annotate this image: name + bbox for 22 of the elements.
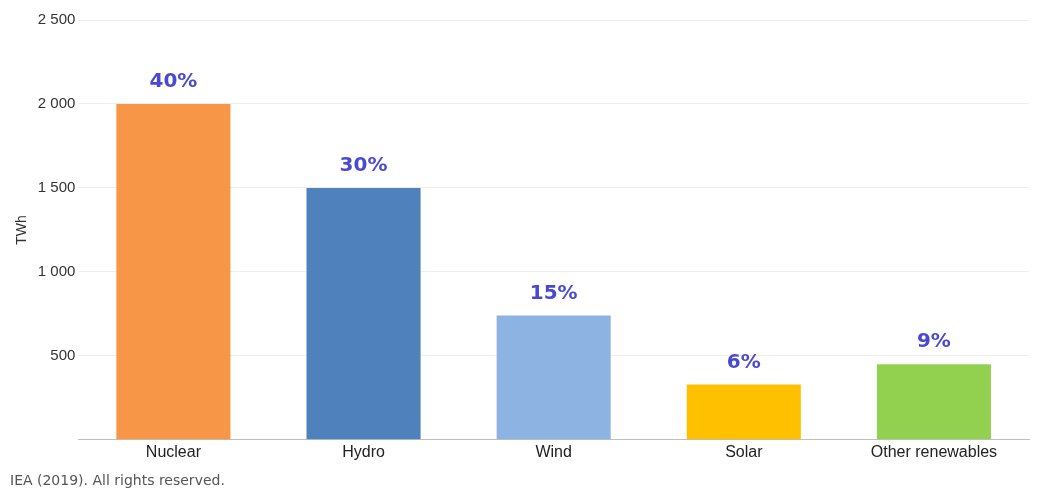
annotation: 15% [529, 279, 578, 304]
y-tick-label: 1 500 [37, 178, 76, 196]
text: IEA (2019). All rights reserved. [10, 472, 225, 488]
annotation: 40% [149, 68, 198, 93]
x-tick-label: Other renewables [870, 442, 998, 460]
annotation: 30% [339, 152, 388, 177]
bar [306, 187, 421, 440]
x-tick-label: Wind [535, 442, 572, 460]
y-axis-title: TWh [13, 215, 30, 245]
y-tick-label: 2 000 [37, 94, 76, 112]
y-tick-label: 1 000 [37, 262, 76, 280]
bar [876, 364, 991, 440]
bar [496, 315, 611, 440]
y-tick-label: 500 [50, 345, 76, 363]
x-tick-label: Hydro [342, 442, 385, 460]
annotation: 9% [916, 328, 951, 353]
annotation: 6% [726, 348, 761, 373]
x-tick-label: Solar [725, 442, 764, 460]
bar [686, 384, 801, 440]
bar [116, 103, 231, 440]
y-tick-label: 2 500 [37, 10, 76, 28]
x-tick-label: Nuclear [145, 442, 202, 460]
